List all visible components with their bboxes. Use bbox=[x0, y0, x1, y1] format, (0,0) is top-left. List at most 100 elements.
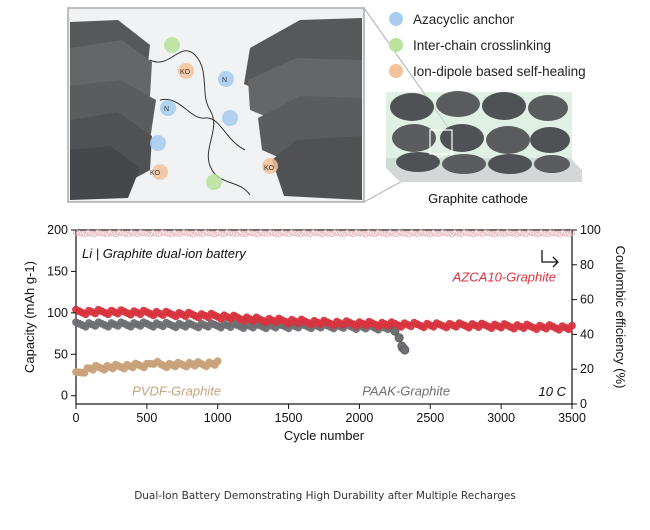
y-axis-right: 0 20 40 60 80 100 bbox=[572, 223, 601, 411]
legend-label-crosslink: Inter-chain crosslinking bbox=[413, 38, 551, 53]
data-point bbox=[495, 229, 502, 236]
x-tick-label: 0 bbox=[73, 411, 80, 425]
x-tick-label: 3500 bbox=[558, 411, 586, 425]
data-point bbox=[100, 230, 107, 237]
data-point bbox=[476, 230, 483, 237]
data-point bbox=[384, 231, 391, 238]
legend-label-anchor: Azacyclic anchor bbox=[413, 12, 515, 27]
data-point bbox=[208, 230, 215, 237]
plot-frame bbox=[75, 229, 573, 405]
data-point bbox=[427, 231, 434, 238]
x-axis: 0 500 1000 1500 2000 2500 3000 3500 bbox=[73, 404, 586, 425]
data-point bbox=[553, 230, 560, 237]
y-right-tick-label: 80 bbox=[580, 258, 594, 272]
data-point bbox=[233, 231, 240, 238]
data-point bbox=[134, 230, 141, 238]
data-point bbox=[464, 230, 471, 237]
legend-marker-crosslink bbox=[389, 38, 403, 52]
data-point bbox=[91, 230, 98, 238]
x-tick-label: 1000 bbox=[204, 411, 232, 425]
data-point bbox=[119, 230, 126, 237]
data-point bbox=[82, 231, 89, 238]
data-point bbox=[417, 229, 425, 236]
anchor-glow bbox=[150, 135, 166, 151]
ko-label: KO bbox=[180, 69, 191, 76]
data-point bbox=[242, 230, 249, 238]
data-point bbox=[442, 230, 449, 237]
data-point bbox=[159, 229, 166, 236]
x-tick-label: 500 bbox=[136, 411, 157, 425]
graphite-cathode-illustration bbox=[386, 91, 582, 182]
data-point bbox=[220, 230, 227, 238]
data-point bbox=[245, 229, 252, 236]
azca10-graphite-series bbox=[72, 305, 576, 334]
data-point bbox=[223, 229, 231, 236]
crosslink-glow bbox=[164, 37, 180, 53]
data-point bbox=[393, 230, 400, 238]
n-label: N bbox=[222, 77, 227, 84]
x-tick-label: 1500 bbox=[275, 411, 303, 425]
right-graphite-stack bbox=[244, 18, 362, 200]
data-point bbox=[421, 230, 428, 237]
data-point bbox=[408, 229, 415, 236]
data-point bbox=[559, 229, 566, 236]
data-point bbox=[377, 230, 385, 237]
y-right-tick-label: 0 bbox=[580, 397, 587, 411]
data-point bbox=[196, 230, 203, 237]
data-point bbox=[541, 230, 548, 237]
data-point bbox=[565, 230, 573, 238]
n-label: N bbox=[164, 106, 169, 113]
data-point bbox=[254, 231, 261, 238]
data-point bbox=[79, 230, 86, 237]
data-point bbox=[174, 230, 181, 237]
data-point bbox=[473, 229, 480, 236]
data-point bbox=[356, 230, 363, 237]
data-point bbox=[387, 229, 394, 236]
data-point bbox=[156, 230, 163, 238]
legend-marker-selfheal bbox=[389, 64, 403, 78]
data-point bbox=[322, 229, 329, 236]
data-point bbox=[162, 230, 169, 237]
data-point bbox=[213, 357, 222, 366]
data-point bbox=[76, 230, 83, 237]
data-point bbox=[263, 230, 271, 238]
data-point bbox=[146, 231, 153, 238]
data-point bbox=[394, 333, 404, 343]
figure-caption: Dual-Ion Battery Demonstrating High Dura… bbox=[134, 490, 516, 502]
anchor-glow bbox=[218, 71, 234, 87]
data-point bbox=[230, 230, 237, 237]
y-axis-left: 0 50 100 150 200 bbox=[47, 223, 76, 403]
right-axis-arrow-icon bbox=[541, 250, 559, 268]
data-point bbox=[436, 230, 443, 238]
data-point bbox=[316, 230, 323, 237]
data-point bbox=[525, 229, 533, 236]
data-point bbox=[510, 230, 517, 237]
data-point bbox=[143, 230, 150, 237]
y-left-tick-label: 50 bbox=[54, 347, 68, 361]
data-point bbox=[347, 230, 354, 237]
data-point bbox=[106, 229, 114, 236]
data-point bbox=[365, 229, 372, 236]
cathode-label: Graphite cathode bbox=[428, 191, 528, 206]
data-point bbox=[149, 229, 157, 236]
left-graphite-stack bbox=[70, 20, 156, 200]
data-point bbox=[131, 230, 138, 237]
x-tick-label: 3000 bbox=[487, 411, 515, 425]
data-point bbox=[374, 229, 381, 236]
data-point bbox=[461, 229, 468, 236]
anchor-glow bbox=[160, 100, 176, 116]
data-point bbox=[337, 230, 344, 237]
data-point bbox=[519, 230, 526, 237]
data-point bbox=[112, 230, 120, 238]
data-point bbox=[300, 229, 308, 236]
data-point bbox=[562, 230, 569, 237]
cathode-zoom-marker bbox=[429, 129, 453, 155]
data-point bbox=[522, 230, 529, 238]
data-point bbox=[381, 230, 388, 237]
data-point bbox=[344, 229, 351, 236]
data-point bbox=[504, 229, 511, 236]
data-point bbox=[445, 230, 452, 237]
data-point bbox=[236, 229, 243, 236]
data-point bbox=[288, 229, 295, 236]
y-left-tick-label: 0 bbox=[61, 389, 68, 403]
